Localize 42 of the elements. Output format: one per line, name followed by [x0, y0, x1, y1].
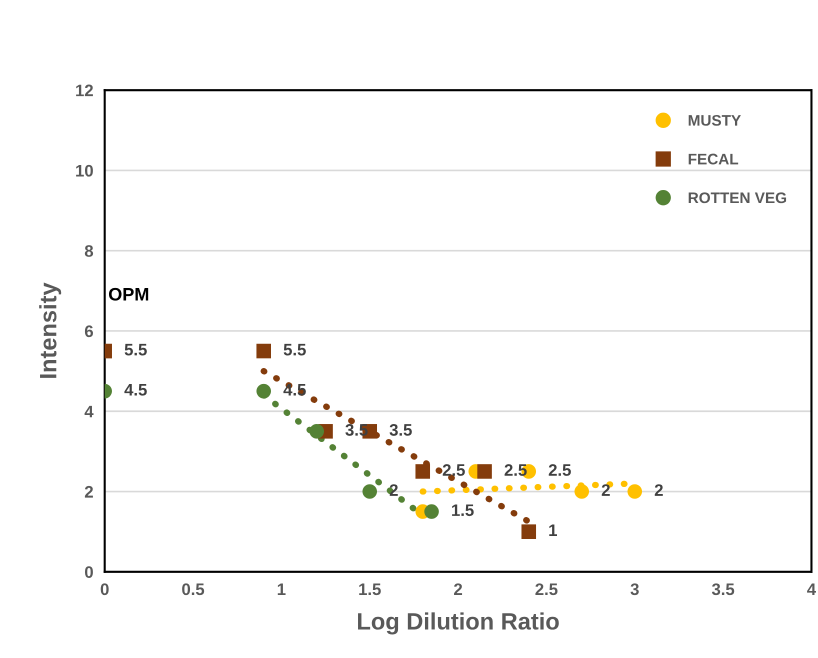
point [309, 424, 324, 439]
x-tick-label: 0 [100, 583, 109, 596]
y-tick-label: 6 [84, 325, 93, 338]
y-tick-label: 12 [76, 84, 93, 96]
data-label: 1.5 [452, 504, 474, 516]
y-axis-title: Intensity [39, 282, 62, 378]
point [362, 484, 378, 499]
x-tick-label: 2 [454, 583, 462, 595]
x-tick-label: 4 [807, 584, 816, 595]
point [256, 344, 272, 358]
data-label: 2.5 [548, 464, 571, 476]
data-label: 5.5 [124, 344, 147, 356]
x-tick-label: 0.5 [182, 583, 204, 596]
y-tick-label: 4 [84, 406, 94, 418]
x-tick-label: 1 [278, 584, 286, 595]
point [415, 464, 430, 479]
annotation: OPM [108, 288, 148, 301]
point [521, 524, 536, 539]
data-label: 1 [549, 524, 558, 536]
data-label: 4.5 [124, 384, 147, 396]
x-tick-label: 3 [630, 583, 639, 596]
y-tick-label: 10 [76, 164, 93, 177]
x-tick-label: 2.5 [535, 583, 558, 596]
point [574, 484, 590, 499]
legend-label: ROTTEN VEG [688, 192, 786, 204]
point [627, 484, 642, 499]
data-label: 2.5 [442, 464, 465, 476]
point [256, 384, 272, 398]
point [477, 464, 492, 479]
y-tick-label: 0 [84, 566, 93, 578]
y-tick-label: 2 [84, 486, 93, 498]
x-axis-title: Log Dilution Ratio [358, 612, 559, 634]
data-label: 3.5 [390, 424, 412, 436]
data-label: 2 [654, 484, 663, 496]
x-tick-label: 1.5 [359, 584, 381, 596]
legend-label: FECAL [688, 154, 738, 164]
x-tick-label: 3.5 [712, 583, 734, 596]
point [424, 504, 439, 519]
y-tick-label: 8 [84, 245, 94, 257]
legend-label: MUSTY [688, 114, 741, 126]
data-label: 2 [602, 484, 610, 496]
data-label: 5.5 [284, 344, 306, 356]
